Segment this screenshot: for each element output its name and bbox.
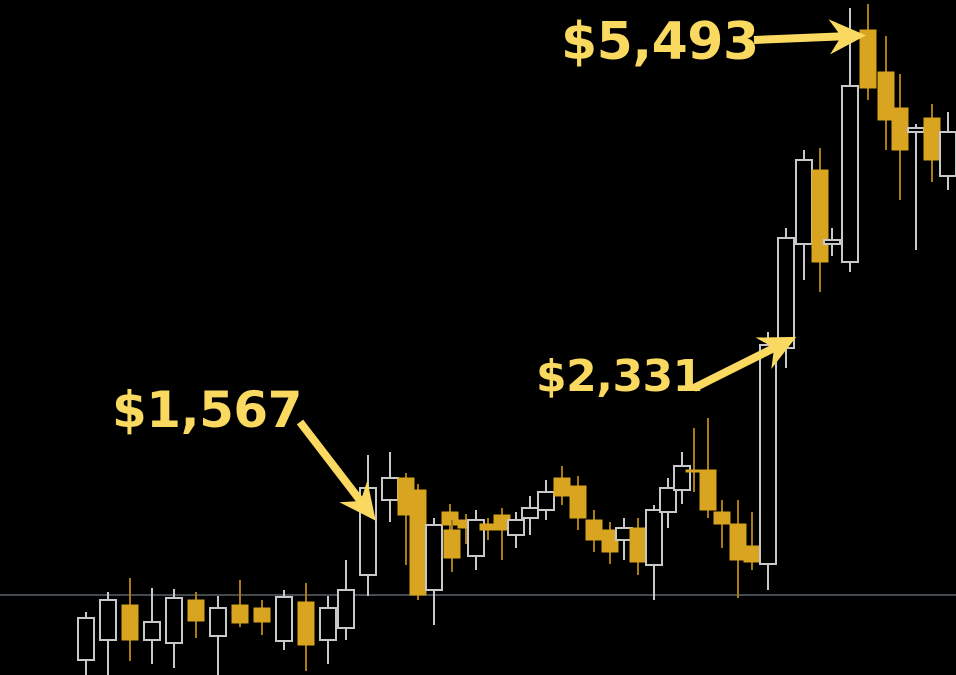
candle-body — [209, 607, 227, 637]
candle-body — [699, 469, 717, 511]
annotation-arrow — [692, 336, 797, 392]
candle-body — [381, 477, 399, 501]
candle — [381, 452, 399, 522]
candle-body — [521, 507, 539, 519]
candle — [425, 518, 443, 625]
candle — [811, 148, 829, 292]
candle — [467, 510, 485, 570]
candle — [443, 520, 461, 572]
candle — [537, 480, 555, 520]
candle — [729, 500, 747, 598]
candle-body — [425, 524, 443, 591]
candle — [823, 228, 841, 256]
candle-body — [659, 487, 677, 513]
candle — [907, 124, 925, 250]
annotation-arrow — [753, 19, 866, 55]
candle-body — [777, 237, 795, 349]
candle — [359, 455, 377, 596]
candle-body — [121, 604, 139, 641]
candle-body — [143, 621, 161, 641]
candle — [629, 518, 647, 575]
candle-body — [795, 159, 813, 245]
candle-series — [77, 4, 956, 675]
candle-body — [939, 131, 956, 177]
candle-body — [77, 617, 95, 661]
candle — [507, 512, 525, 548]
annotation-label-breakout: $2,331 — [536, 351, 703, 402]
candle — [939, 112, 956, 190]
candle — [699, 418, 717, 518]
candle — [759, 332, 777, 590]
candle-body — [337, 589, 355, 629]
candle — [441, 504, 459, 534]
candle-body — [859, 29, 877, 89]
candle — [143, 588, 161, 664]
candle-body — [537, 491, 555, 511]
candle — [659, 478, 677, 528]
candle-body — [253, 607, 271, 623]
candle-body — [165, 597, 183, 644]
candle-body — [823, 239, 841, 245]
candle — [585, 510, 603, 552]
candle-body — [891, 107, 909, 151]
candle — [841, 8, 859, 272]
candle-body — [231, 604, 249, 624]
candle — [409, 484, 427, 600]
candle-body — [507, 519, 525, 536]
candle — [795, 150, 813, 280]
candle-body — [743, 545, 761, 563]
candle-body — [319, 607, 337, 641]
candle-body — [841, 85, 859, 263]
candle — [553, 466, 571, 505]
candle-body — [187, 599, 205, 622]
candle-body — [729, 523, 747, 561]
candle-body — [629, 527, 647, 563]
candle-body — [907, 127, 925, 133]
candle-body — [553, 477, 571, 497]
candle-body — [645, 509, 663, 566]
candle — [297, 583, 315, 671]
candle-body — [409, 489, 427, 596]
candle — [99, 592, 117, 675]
candle — [645, 505, 663, 600]
candle-body — [585, 519, 603, 541]
candle — [923, 104, 941, 182]
candle — [337, 560, 355, 640]
candle — [877, 36, 895, 150]
candle — [165, 589, 183, 668]
candle — [521, 496, 539, 535]
candle-body — [923, 117, 941, 161]
annotation-label-base: $1,567 — [112, 381, 302, 439]
candle-body — [811, 169, 829, 263]
candle — [121, 578, 139, 661]
candle-body — [569, 485, 587, 519]
candle-body — [443, 529, 461, 559]
candle — [319, 596, 337, 664]
candle — [859, 4, 877, 100]
candle — [253, 600, 271, 635]
candle — [275, 590, 293, 650]
candle-body — [877, 71, 895, 121]
candle — [209, 596, 227, 675]
candle — [187, 592, 205, 638]
candle-body — [99, 599, 117, 641]
candle-body — [275, 596, 293, 642]
candle-body — [713, 511, 731, 525]
annotation-label-peak: $5,493 — [561, 12, 759, 72]
candle — [713, 500, 731, 548]
candle — [569, 476, 587, 530]
candle-body — [441, 511, 459, 526]
candle — [493, 508, 511, 560]
candle — [231, 580, 249, 627]
candle — [77, 612, 95, 675]
annotation-arrow-group — [296, 19, 866, 521]
candle-body — [759, 344, 777, 565]
candle-body — [297, 601, 315, 646]
annotation-arrow — [296, 419, 376, 521]
